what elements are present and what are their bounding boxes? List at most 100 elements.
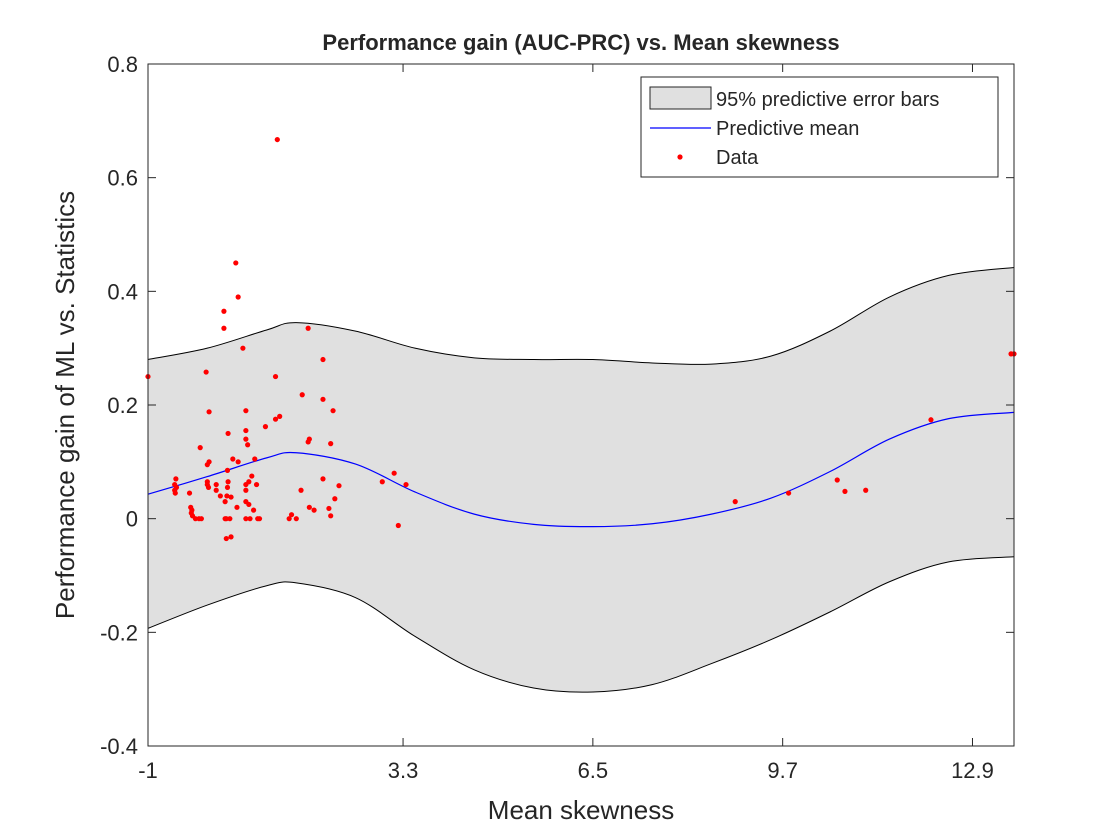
data-point <box>306 504 312 510</box>
error-band-upper-edge <box>147 266 1015 365</box>
data-point <box>863 487 869 493</box>
data-point <box>247 516 253 522</box>
data-point <box>293 516 299 522</box>
predictive-mean-line <box>147 411 1015 528</box>
data-point <box>230 456 236 462</box>
data-point <box>928 417 934 423</box>
x-tick-label: -1 <box>138 758 158 783</box>
data-point <box>330 408 336 414</box>
data-point <box>213 487 219 493</box>
data-point <box>243 408 249 414</box>
data-point <box>172 490 178 496</box>
legend-label-mean: Predictive mean <box>716 118 859 140</box>
data-point <box>391 470 397 476</box>
y-tick-label: -0.4 <box>100 734 138 759</box>
data-point <box>320 476 326 482</box>
legend: 95% predictive error bars Predictive mea… <box>640 76 999 178</box>
y-tick-label: 0.6 <box>107 166 138 191</box>
data-point <box>305 325 311 331</box>
data-point <box>298 487 304 493</box>
data-point <box>221 308 227 314</box>
predictive-error-band <box>148 267 1014 693</box>
data-point <box>311 507 317 513</box>
data-point <box>288 512 295 518</box>
data-point <box>246 501 252 508</box>
data-point <box>274 136 280 143</box>
data-point <box>286 516 292 522</box>
data-point <box>221 325 227 331</box>
data-point <box>256 516 263 522</box>
y-tick-label: 0.8 <box>107 52 138 77</box>
data-point <box>786 490 792 496</box>
data-point <box>332 496 338 502</box>
data-point <box>225 430 231 437</box>
data-point <box>224 467 231 473</box>
data-point <box>834 477 840 483</box>
data-point <box>224 484 231 491</box>
data-point <box>233 260 239 266</box>
x-tick-label: 9.7 <box>767 758 798 783</box>
y-tick-label: -0.2 <box>100 620 138 645</box>
data-point <box>326 505 332 512</box>
chart-title: Performance gain (AUC-PRC) vs. Mean skew… <box>322 30 839 55</box>
x-tick-label: 12.9 <box>951 758 994 783</box>
y-axis-label: Performance gain of ML vs. Statistics <box>50 191 80 619</box>
data-point <box>206 409 212 415</box>
data-point <box>198 516 204 522</box>
legend-label-data: Data <box>716 147 759 169</box>
data-point <box>249 473 255 479</box>
data-point <box>224 493 230 499</box>
data-point <box>223 535 229 542</box>
data-point <box>272 416 279 422</box>
data-point <box>243 516 249 522</box>
data-point <box>235 294 241 300</box>
data-point <box>206 459 212 465</box>
y-tick-label: 0.2 <box>107 393 138 418</box>
data-point <box>842 488 848 494</box>
data-point <box>245 442 251 448</box>
legend-swatch-data <box>677 154 683 160</box>
data-point <box>203 369 209 375</box>
data-point <box>320 356 326 363</box>
error-band-lower-edge <box>147 556 1015 693</box>
data-point <box>186 490 193 496</box>
data-point <box>243 427 249 434</box>
data-points <box>145 136 1017 542</box>
data-point <box>189 507 195 513</box>
plot-area <box>145 136 1017 693</box>
data-point <box>228 494 234 500</box>
y-tick-label: 0 <box>126 507 138 532</box>
data-point <box>222 499 228 505</box>
x-tick-label: 3.3 <box>388 758 419 783</box>
data-point <box>253 481 260 488</box>
data-point <box>213 481 219 488</box>
data-point <box>246 479 252 485</box>
data-point <box>252 456 258 462</box>
data-point <box>328 441 334 447</box>
data-point <box>277 413 283 419</box>
x-axis-ticks: -1 3.3 6.5 9.7 12.9 <box>138 64 994 783</box>
data-point <box>217 493 223 499</box>
data-point <box>228 534 234 540</box>
data-point <box>225 479 231 485</box>
data-point <box>173 484 180 491</box>
data-point <box>320 396 326 402</box>
data-point <box>272 373 279 380</box>
data-point <box>732 499 738 505</box>
data-point <box>403 481 409 488</box>
legend-swatch-band <box>649 86 712 110</box>
data-point <box>243 487 249 493</box>
x-axis-label: Mean skewness <box>488 795 674 825</box>
data-point <box>204 479 210 485</box>
legend-label-band: 95% predictive error bars <box>716 89 939 111</box>
data-point <box>395 522 401 529</box>
data-point <box>234 504 240 510</box>
y-axis-ticks: -0.4 -0.2 0 0.2 0.4 0.6 0.8 <box>100 52 1014 759</box>
data-point <box>227 516 233 522</box>
data-point <box>197 445 203 451</box>
data-point <box>192 516 199 522</box>
data-point <box>235 459 241 465</box>
data-point <box>243 436 249 442</box>
data-point <box>173 476 179 482</box>
